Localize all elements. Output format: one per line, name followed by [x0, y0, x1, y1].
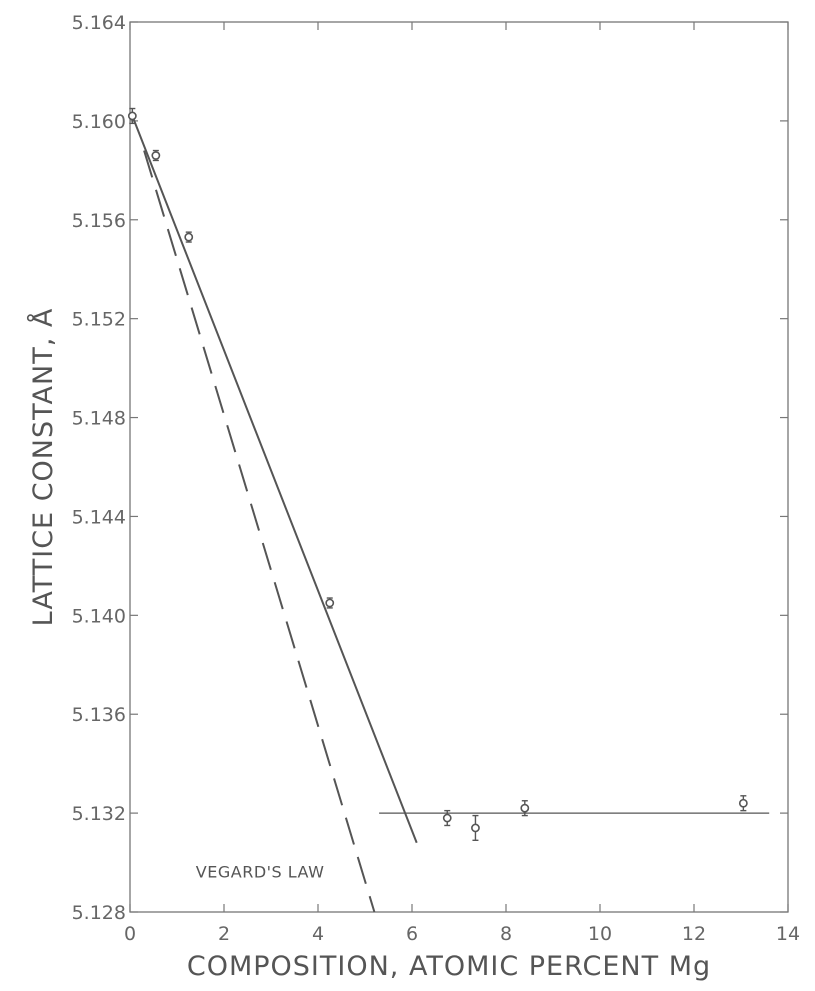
- y-tick-label: 5.132: [72, 803, 126, 825]
- y-tick-label: 5.140: [72, 605, 126, 627]
- x-tick-label: 2: [218, 923, 230, 945]
- y-axis: 5.128 5.132 5.136 5.140 5.144 5.148 5.152 5.156…: [72, 12, 788, 924]
- data-point: [127, 111, 137, 121]
- x-tick-label: 14: [776, 923, 800, 945]
- y-tick-label: 5.136: [72, 704, 126, 726]
- annotations: VEGARD'S LAW: [196, 862, 325, 881]
- x-axis-title: COMPOSITION, ATOMIC PERCENT Mg: [187, 951, 711, 982]
- x-tick-label: 12: [682, 923, 706, 945]
- data-point: [151, 151, 161, 160]
- x-axis: 0 2 4 6 8 10 12 14: [124, 22, 800, 945]
- y-tick-label: 5.144: [72, 506, 126, 528]
- plot-frame: [129, 21, 789, 913]
- data-point: [325, 598, 335, 608]
- fit-lines: [131, 115, 770, 913]
- x-tick-label: 4: [312, 923, 324, 945]
- y-tick-label: 5.160: [72, 111, 126, 133]
- fit-line: [131, 115, 418, 844]
- data-point: [738, 798, 748, 808]
- annotation-vegards-law: VEGARD'S LAW: [196, 862, 325, 881]
- x-tick-label: 0: [124, 923, 136, 945]
- y-tick-label: 5.164: [72, 12, 126, 34]
- y-tick-label: 5.148: [72, 408, 126, 430]
- y-axis-title: LATTICE CONSTANT, Å: [27, 308, 59, 627]
- x-tick-label: 10: [588, 923, 612, 945]
- y-tick-label: 5.152: [72, 309, 126, 331]
- data-points: [127, 107, 748, 842]
- x-tick-label: 8: [500, 923, 512, 945]
- y-tick-label: 5.128: [72, 902, 126, 924]
- y-tick-label: 5.156: [72, 210, 126, 232]
- data-point: [442, 813, 452, 823]
- vegard-line: [143, 150, 376, 913]
- data-point: [184, 232, 194, 242]
- x-tick-label: 6: [406, 923, 418, 945]
- data-point: [520, 803, 530, 813]
- data-point: [471, 823, 480, 833]
